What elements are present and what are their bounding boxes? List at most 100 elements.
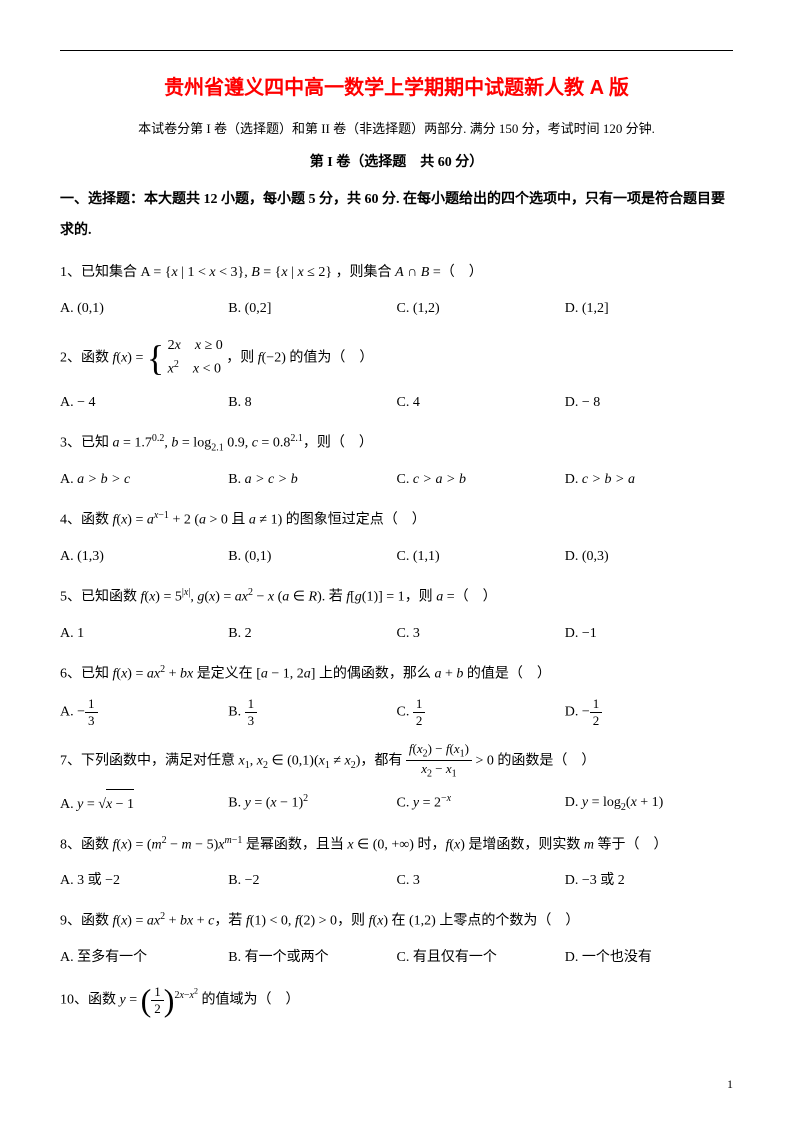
q1-d-val: (1,2] (582, 301, 609, 316)
q9-a-val: 至多有一个 (77, 950, 147, 965)
q6-opt-a: A. −13 (60, 696, 228, 728)
q1-options: A. (0,1) B. (0,2] C. (1,2) D. (1,2] (60, 295, 733, 323)
question-2: 2、函数 f(x) = { 2x x ≥ 0 x2 x < 0 ，则 f(−2)… (60, 335, 733, 417)
q5-d-val: −1 (582, 626, 597, 641)
q1-b-val: (0,2] (245, 301, 272, 316)
question-10-stem: 10、函数 y = (12)2x−x2 的值域为（ ） (60, 984, 733, 1016)
q5-c-val: 3 (413, 626, 420, 641)
top-rule (60, 50, 733, 51)
q9-c-val: 有且仅有一个 (413, 950, 497, 965)
q4-opt-b: B. (0,1) (228, 543, 396, 571)
page-title: 贵州省遵义四中高一数学上学期期中试题新人教 A 版 (60, 71, 733, 100)
q9-d-val: 一个也没有 (582, 950, 652, 965)
q9-opt-b: B. 有一个或两个 (228, 944, 396, 972)
question-3: 3、已知 a = 1.70.2, b = log2.1 0.9, c = 0.8… (60, 429, 733, 494)
q1-prefix: 1、已知集合 (60, 265, 141, 280)
q4-c-val: (1,1) (413, 549, 440, 564)
question-6-stem: 6、已知 f(x) = ax2 + bx 是定义在 [a − 1, 2a] 上的… (60, 660, 733, 689)
question-2-stem: 2、函数 f(x) = { 2x x ≥ 0 x2 x < 0 ，则 f(−2)… (60, 335, 733, 381)
q2-opt-d: D. − 8 (565, 389, 733, 417)
q6-opt-d: D. −12 (565, 696, 733, 728)
q5-opt-b: B. 2 (228, 620, 396, 648)
q5-options: A. 1 B. 2 C. 3 D. −1 (60, 620, 733, 648)
q2-c-val: 4 (413, 395, 420, 410)
q4-d-val: (0,3) (582, 549, 609, 564)
q8-a-val: 3 或 −2 (77, 873, 120, 888)
q7-options: A. y = √x − 1 B. y = (x − 1)2 C. y = 2−x… (60, 789, 733, 819)
q8-d-val: −3 或 2 (582, 873, 625, 888)
question-9: 9、函数 f(x) = ax2 + bx + c，若 f(1) < 0, f(2… (60, 907, 733, 972)
q10-prefix: 10、函数 (60, 992, 120, 1007)
q4-opt-c: C. (1,1) (397, 543, 565, 571)
question-7-stem: 7、下列函数中，满足对任意 x1, x2 ∈ (0,1)(x1 ≠ x2)，都有… (60, 741, 733, 781)
q2-opt-c: C. 4 (397, 389, 565, 417)
q1-opt-d: D. (1,2] (565, 295, 733, 323)
q8-options: A. 3 或 −2 B. −2 C. 3 D. −3 或 2 (60, 867, 733, 895)
question-4-stem: 4、函数 f(x) = ax−1 + 2 (a > 0 且 a ≠ 1) 的图象… (60, 506, 733, 535)
q6-opt-c: C. 12 (397, 696, 565, 728)
q5-b-val: 2 (245, 626, 252, 641)
q6-opt-b: B. 13 (228, 696, 396, 728)
q4-b-val: (0,1) (245, 549, 272, 564)
q5-opt-c: C. 3 (397, 620, 565, 648)
question-9-stem: 9、函数 f(x) = ax2 + bx + c，若 f(1) < 0, f(2… (60, 907, 733, 936)
q8-c-val: 3 (413, 873, 420, 888)
q5-opt-a: A. 1 (60, 620, 228, 648)
q2-d-val: − 8 (582, 395, 600, 410)
section-header: 第 I 卷（选择题 共 60 分） (60, 151, 733, 171)
question-5-stem: 5、已知函数 f(x) = 5|x|, g(x) = ax2 − x (a ∈ … (60, 583, 733, 612)
q2-a-val: − 4 (77, 395, 95, 410)
q7-opt-c: C. y = 2−x (397, 789, 565, 819)
q5-opt-d: D. −1 (565, 620, 733, 648)
q2-opt-a: A. − 4 (60, 389, 228, 417)
question-7: 7、下列函数中，满足对任意 x1, x2 ∈ (0,1)(x1 ≠ x2)，都有… (60, 741, 733, 819)
q1-c-val: (1,2) (413, 301, 440, 316)
question-8: 8、函数 f(x) = (m2 − m − 5)xm−1 是幂函数，且当 x ∈… (60, 831, 733, 896)
q2-opt-b: B. 8 (228, 389, 396, 417)
q7-opt-b: B. y = (x − 1)2 (228, 789, 396, 819)
question-4: 4、函数 f(x) = ax−1 + 2 (a > 0 且 a ≠ 1) 的图象… (60, 506, 733, 571)
q1-math: A = {x | 1 < x < 3}, B = {x | x ≤ 2} (141, 265, 333, 280)
q1-opt-b: B. (0,2] (228, 295, 396, 323)
q1-suffix: ，则集合 A ∩ B =（ ） (336, 265, 483, 280)
q3-options: A. a > b > c B. a > c > b C. c > a > b D… (60, 466, 733, 494)
q9-b-val: 有一个或两个 (245, 950, 329, 965)
q2-options: A. − 4 B. 8 C. 4 D. − 8 (60, 389, 733, 417)
q3-opt-c: C. c > a > b (397, 466, 565, 494)
q2-mid: ，则 f(−2) 的值为（ ） (226, 350, 373, 365)
q2-piecewise: f(x) = (113, 350, 147, 365)
q1-a-val: (0,1) (77, 301, 104, 316)
q3-opt-d: D. c > b > a (565, 466, 733, 494)
q8-opt-c: C. 3 (397, 867, 565, 895)
instructions: 一、选择题：本大题共 12 小题，每小题 5 分，共 60 分. 在每小题给出的… (60, 185, 733, 247)
brace-icon: { (147, 340, 164, 376)
q8-opt-a: A. 3 或 −2 (60, 867, 228, 895)
question-1-stem: 1、已知集合 A = {x | 1 < x < 3}, B = {x | x ≤… (60, 259, 733, 287)
q1-opt-c: C. (1,2) (397, 295, 565, 323)
subtitle: 本试卷分第 I 卷（选择题）和第 II 卷（非选择题）两部分. 满分 150 分… (60, 118, 733, 137)
q7-opt-a: A. y = √x − 1 (60, 789, 228, 819)
question-1: 1、已知集合 A = {x | 1 < x < 3}, B = {x | x ≤… (60, 259, 733, 323)
q10-suffix: 的值域为（ ） (201, 992, 299, 1007)
q2-pieces: 2x x ≥ 0 x2 x < 0 (168, 335, 223, 381)
question-6: 6、已知 f(x) = ax2 + bx 是定义在 [a − 1, 2a] 上的… (60, 660, 733, 729)
q5-a-val: 1 (77, 626, 84, 641)
q4-options: A. (1,3) B. (0,1) C. (1,1) D. (0,3) (60, 543, 733, 571)
q8-b-val: −2 (245, 873, 260, 888)
q6-options: A. −13 B. 13 C. 12 D. −12 (60, 696, 733, 728)
question-8-stem: 8、函数 f(x) = (m2 − m − 5)xm−1 是幂函数，且当 x ∈… (60, 831, 733, 860)
question-5: 5、已知函数 f(x) = 5|x|, g(x) = ax2 − x (a ∈ … (60, 583, 733, 648)
q9-opt-c: C. 有且仅有一个 (397, 944, 565, 972)
q3-opt-b: B. a > c > b (228, 466, 396, 494)
q4-a-val: (1,3) (77, 549, 104, 564)
q9-opt-d: D. 一个也没有 (565, 944, 733, 972)
q4-opt-a: A. (1,3) (60, 543, 228, 571)
q2-b-val: 8 (245, 395, 252, 410)
q2-prefix: 2、函数 (60, 350, 113, 365)
question-3-stem: 3、已知 a = 1.70.2, b = log2.1 0.9, c = 0.8… (60, 429, 733, 458)
q8-opt-d: D. −3 或 2 (565, 867, 733, 895)
q9-opt-a: A. 至多有一个 (60, 944, 228, 972)
q1-opt-a: A. (0,1) (60, 295, 228, 323)
q4-opt-d: D. (0,3) (565, 543, 733, 571)
q8-opt-b: B. −2 (228, 867, 396, 895)
